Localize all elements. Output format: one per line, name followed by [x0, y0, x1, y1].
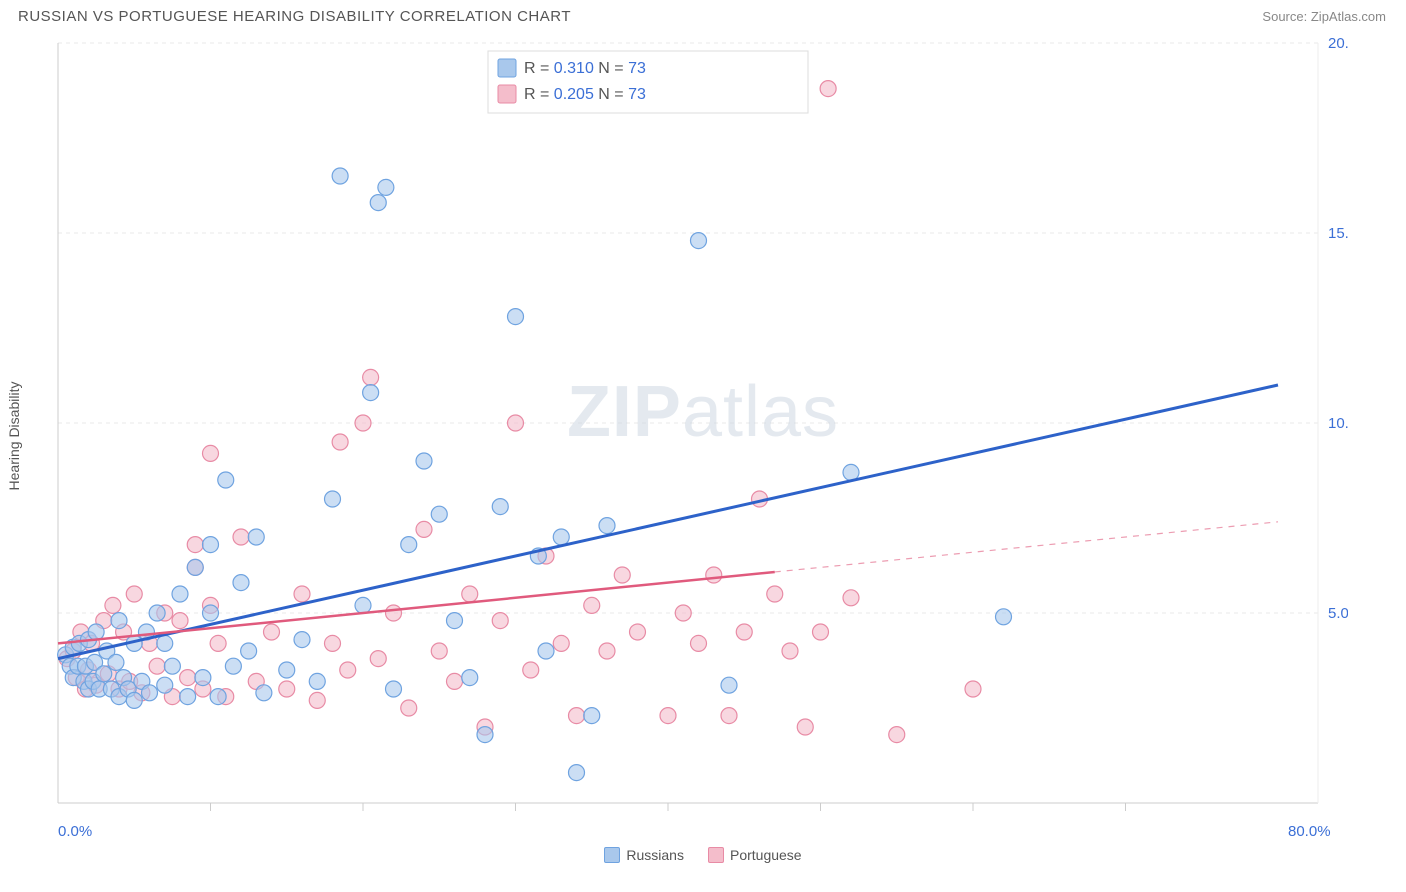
- source-label: Source:: [1262, 9, 1307, 24]
- legend-bottom: Russians Portuguese: [0, 847, 1406, 863]
- legend-item-russians: Russians: [604, 847, 684, 863]
- svg-text:10.0%: 10.0%: [1328, 415, 1348, 432]
- x-axis-end: 80.0%: [1288, 823, 1331, 840]
- svg-text:R = 0.310 N = 73: R = 0.310 N = 73: [524, 60, 646, 77]
- chart-container: Hearing Disability ZIPatlas 5.0%10.0%15.…: [18, 33, 1388, 823]
- svg-text:15.0%: 15.0%: [1328, 225, 1348, 242]
- y-axis-label: Hearing Disability: [6, 382, 22, 491]
- chart-title: RUSSIAN VS PORTUGUESE HEARING DISABILITY…: [18, 8, 571, 25]
- scatter-chart: 5.0% 10.0% 15.0% 20.0% R = 0.310 N = 73 R = 0…: [18, 33, 1348, 823]
- source-link[interactable]: ZipAtlas.com: [1311, 9, 1386, 24]
- x-axis-labels: 0.0% 80.0%: [18, 823, 1388, 845]
- legend-swatch-icon: [708, 847, 724, 863]
- svg-text:R = 0.205 N = 73: R = 0.205 N = 73: [524, 86, 646, 103]
- legend-item-portuguese: Portuguese: [708, 847, 802, 863]
- legend-swatch-icon: [604, 847, 620, 863]
- svg-text:5.0%: 5.0%: [1328, 605, 1348, 622]
- chart-source: Source: ZipAtlas.com: [1262, 9, 1386, 24]
- x-axis-start: 0.0%: [58, 823, 92, 840]
- legend-label: Russians: [626, 847, 684, 863]
- svg-text:20.0%: 20.0%: [1328, 35, 1348, 52]
- chart-header: RUSSIAN VS PORTUGUESE HEARING DISABILITY…: [0, 0, 1406, 29]
- legend-label: Portuguese: [730, 847, 802, 863]
